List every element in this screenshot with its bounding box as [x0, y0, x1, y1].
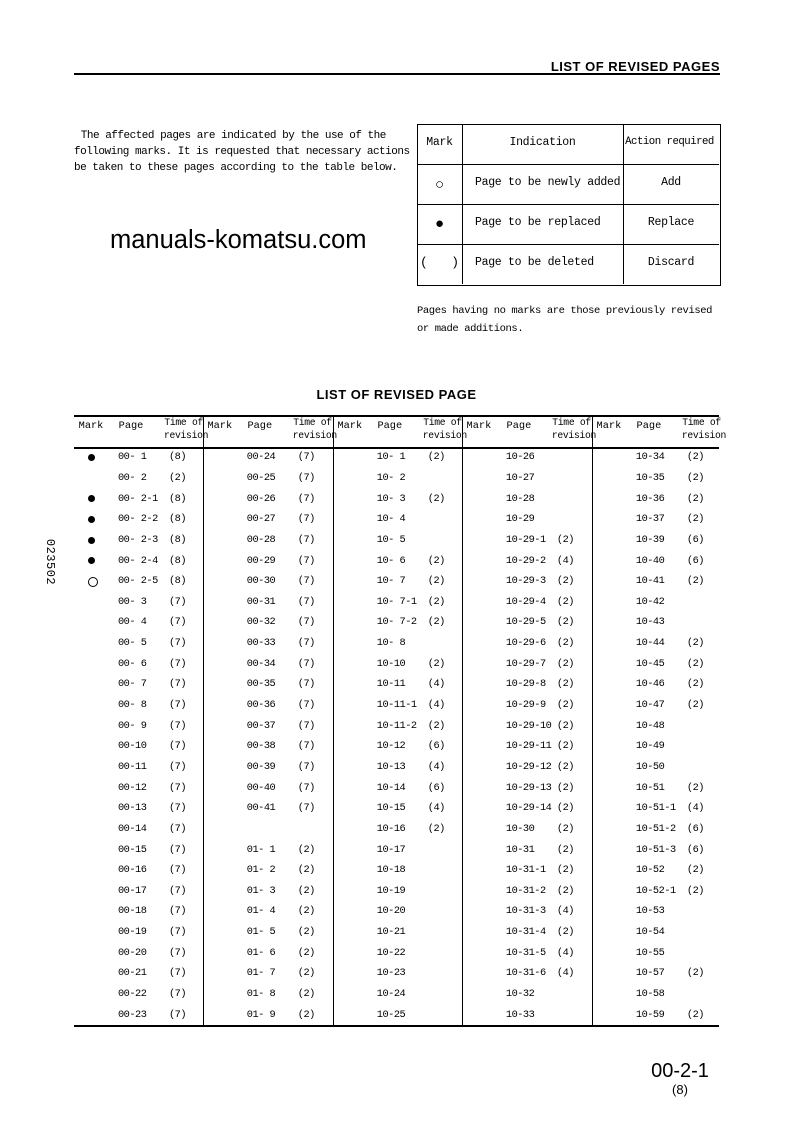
svg-text:023502: 023502: [43, 539, 57, 585]
